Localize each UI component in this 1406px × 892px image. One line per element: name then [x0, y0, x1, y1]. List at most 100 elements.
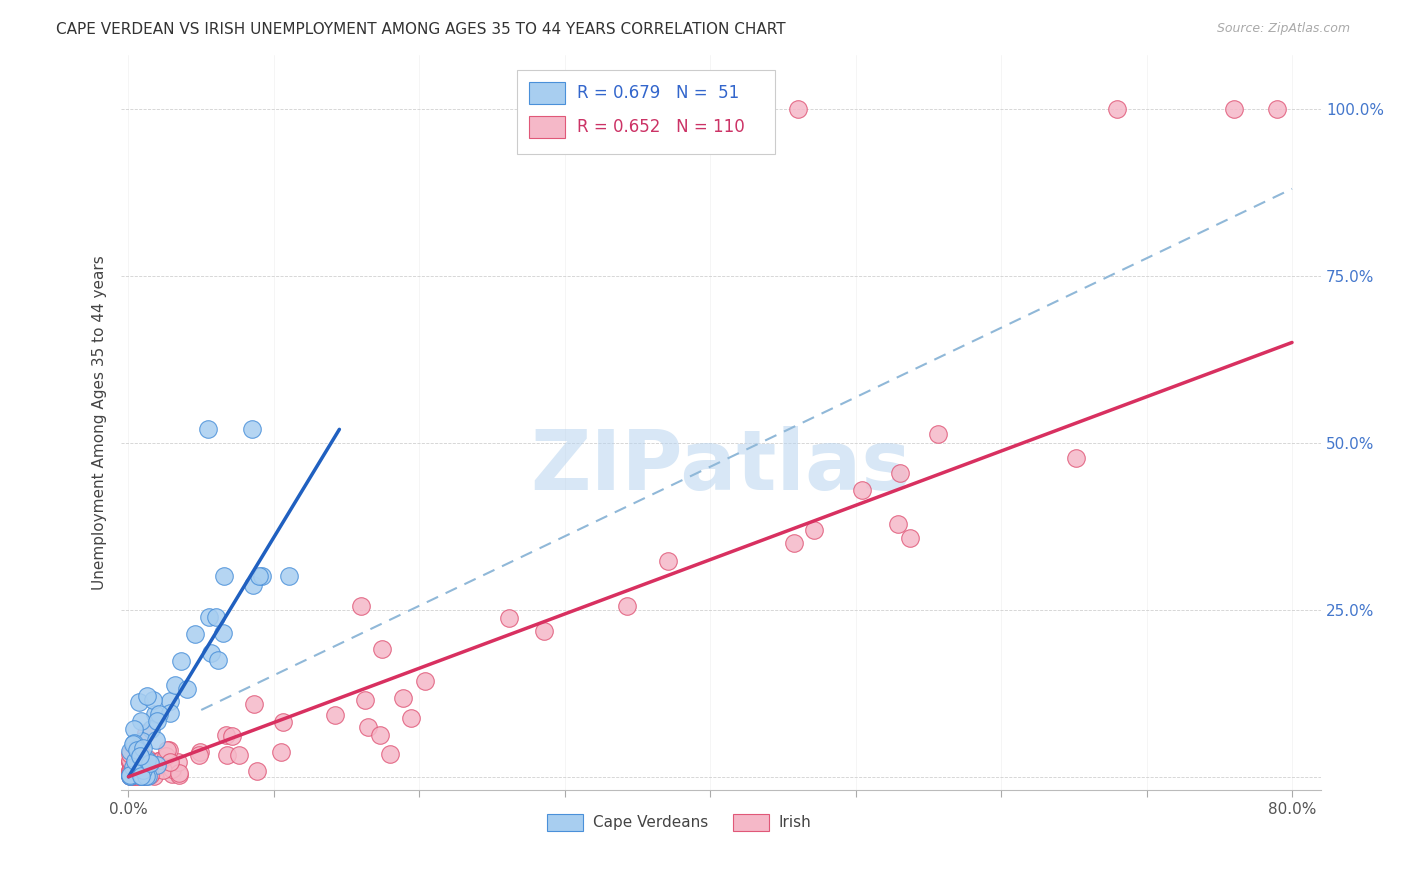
Point [136, 690, 159, 704]
Text: Irish: Irish [779, 815, 811, 830]
Point [898, 531, 921, 545]
Point [159, 706, 181, 721]
Point [121, 769, 143, 783]
Point [190, 745, 212, 759]
Point [129, 769, 152, 783]
Point [207, 653, 229, 667]
Point [166, 755, 188, 769]
Point [122, 737, 145, 751]
Point [160, 762, 183, 776]
Point [127, 743, 149, 757]
Bar [733, 814, 769, 830]
Point [134, 769, 156, 783]
Point [616, 599, 638, 613]
Point [350, 599, 373, 614]
Point [120, 762, 142, 776]
Point [927, 426, 949, 441]
Point [215, 728, 238, 742]
Point [353, 692, 375, 706]
Point [212, 625, 235, 640]
Y-axis label: Unemployment Among Ages 35 to 44 years: Unemployment Among Ages 35 to 44 years [93, 255, 107, 590]
Point [142, 692, 165, 706]
Point [143, 707, 166, 722]
Point [132, 741, 155, 756]
Point [121, 756, 143, 771]
Text: Cape Verdeans: Cape Verdeans [593, 815, 709, 830]
Point [124, 754, 146, 768]
Point [271, 714, 294, 729]
Point [135, 753, 157, 767]
Point [132, 763, 155, 777]
Point [136, 769, 159, 783]
Point [371, 641, 394, 656]
Point [392, 690, 415, 705]
Point [786, 102, 808, 116]
Point [135, 726, 157, 740]
Point [1267, 102, 1289, 116]
Point [129, 767, 152, 781]
Bar [547, 814, 583, 830]
Point [187, 747, 209, 762]
Point [131, 768, 153, 782]
Point [124, 769, 146, 783]
Point [139, 756, 162, 770]
Point [152, 763, 174, 777]
Point [122, 765, 145, 780]
Point [118, 754, 141, 768]
Point [240, 422, 263, 436]
Point [120, 757, 142, 772]
Point [125, 769, 148, 783]
Bar [529, 82, 565, 104]
Point [159, 756, 181, 770]
Point [139, 722, 162, 736]
Point [669, 102, 692, 116]
Point [124, 736, 146, 750]
Bar [529, 116, 565, 138]
Point [135, 769, 157, 783]
Point [498, 611, 520, 625]
Point [131, 734, 153, 748]
Point [246, 764, 269, 778]
Point [118, 769, 141, 783]
Point [169, 767, 191, 781]
Point [200, 646, 222, 660]
Point [129, 714, 152, 729]
Point [121, 753, 143, 767]
Point [120, 756, 142, 771]
Point [128, 755, 150, 769]
Point [131, 765, 153, 780]
Point [198, 610, 221, 624]
Point [120, 769, 142, 783]
Point [165, 678, 187, 692]
Point [128, 756, 150, 770]
Point [131, 750, 153, 764]
Point [139, 768, 162, 782]
Point [378, 747, 401, 761]
Text: R = 0.652   N = 110: R = 0.652 N = 110 [578, 118, 745, 136]
Point [120, 766, 142, 780]
Point [122, 722, 145, 736]
Point [118, 764, 141, 778]
Point [129, 769, 152, 783]
Point [128, 695, 150, 709]
Point [122, 755, 145, 769]
Point [159, 694, 181, 708]
Point [1107, 102, 1129, 116]
Point [851, 483, 873, 497]
Point [243, 697, 266, 711]
Point [134, 767, 156, 781]
Point [176, 682, 198, 697]
Point [131, 760, 153, 774]
Point [141, 763, 163, 777]
Text: Source: ZipAtlas.com: Source: ZipAtlas.com [1216, 22, 1350, 36]
Point [247, 569, 270, 583]
Point [270, 745, 292, 759]
Point [242, 578, 264, 592]
Point [228, 748, 250, 763]
Point [148, 706, 170, 721]
Point [357, 720, 380, 734]
Point [136, 752, 159, 766]
Point [122, 764, 145, 779]
Point [657, 554, 679, 568]
Point [120, 757, 142, 772]
